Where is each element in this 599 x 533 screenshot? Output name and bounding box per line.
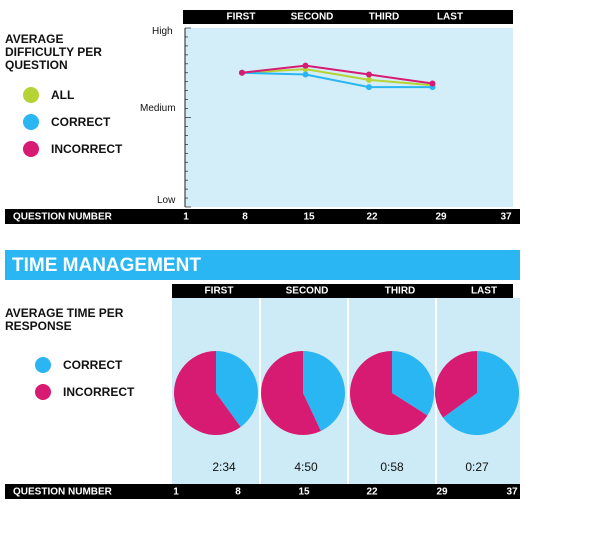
time-value-second: 4:50 — [294, 460, 318, 474]
time-legend-correct-dot — [35, 357, 51, 373]
time-quarter-first: FIRST — [204, 285, 234, 297]
difficulty-point-incorrect — [239, 69, 245, 76]
difficulty-title-line3: QUESTION — [5, 58, 68, 72]
pie-slice-last-correct — [443, 351, 520, 435]
difficulty-point-incorrect — [302, 62, 309, 69]
time-title: AVERAGE TIME PER RESPONSE — [5, 307, 123, 333]
time-tick-1: 1 — [173, 486, 179, 497]
pie-slice-second-correct — [303, 350, 346, 432]
time-legend-correct: CORRECT — [35, 357, 122, 373]
difficulty-quarter-header: FIRST SECOND THIRD LAST — [183, 10, 513, 24]
time-legend-incorrect-label: INCORRECT — [63, 385, 135, 399]
pie-slice-second-incorrect — [261, 351, 321, 435]
legend-incorrect-label: INCORRECT — [51, 142, 123, 156]
time-tick-22: 22 — [366, 486, 378, 497]
legend-all-label: ALL — [51, 88, 75, 102]
legend-all: ALL — [23, 87, 74, 103]
time-legend-incorrect: INCORRECT — [35, 384, 134, 400]
y-label-high: High — [152, 26, 173, 37]
time-quarter-third: THIRD — [384, 285, 416, 297]
legend-incorrect-dot — [23, 141, 39, 157]
legend-incorrect: INCORRECT — [23, 141, 122, 157]
quarter-third: THIRD — [368, 11, 400, 23]
pie-slice-third-correct — [392, 351, 434, 416]
time-management-title: TIME MANAGEMENT — [12, 255, 201, 276]
difficulty-tick-37: 37 — [500, 211, 512, 222]
difficulty-line-chart — [184, 27, 513, 208]
time-tick-8: 8 — [235, 486, 241, 497]
y-label-low: Low — [157, 195, 176, 206]
pie-slice-first-correct — [216, 351, 258, 427]
difficulty-plot-area — [185, 28, 513, 207]
quarter-first: FIRST — [226, 11, 256, 23]
difficulty-series-all — [241, 68, 433, 87]
difficulty-point-correct — [366, 84, 372, 91]
time-tick-15: 15 — [298, 486, 310, 497]
difficulty-title: AVERAGE DIFFICULTY PER QUESTION — [5, 33, 102, 72]
difficulty-series-incorrect — [241, 64, 433, 85]
difficulty-point-correct — [302, 71, 309, 78]
quarter-second: SECOND — [290, 11, 334, 23]
time-title-line1: AVERAGE TIME PER — [5, 306, 124, 320]
time-value-third: 0:58 — [380, 460, 404, 474]
difficulty-point-incorrect — [366, 71, 372, 78]
pie-slice-first-incorrect — [173, 351, 241, 436]
time-value-last: 0:27 — [465, 460, 489, 474]
y-label-medium: Medium — [140, 103, 176, 114]
time-axis-label: QUESTION NUMBER — [13, 486, 112, 497]
difficulty-series-correct — [241, 71, 433, 89]
difficulty-tick-29: 29 — [435, 211, 447, 222]
legend-correct-label: CORRECT — [51, 115, 111, 129]
difficulty-point-incorrect — [429, 80, 436, 87]
time-tick-29: 29 — [436, 486, 448, 497]
time-legend-incorrect-dot — [35, 384, 51, 400]
difficulty-title-line1: AVERAGE — [5, 32, 64, 46]
quarter-last: LAST — [436, 11, 464, 23]
pie-slice-last-incorrect — [435, 351, 477, 418]
legend-correct: CORRECT — [23, 114, 110, 130]
time-quarter-second: SECOND — [285, 285, 329, 297]
time-tick-37: 37 — [506, 486, 518, 497]
difficulty-title-line2: DIFFICULTY PER — [5, 45, 102, 59]
time-axis-bar: QUESTION NUMBER 1 8 15 22 29 37 — [5, 484, 520, 499]
time-legend-correct-label: CORRECT — [63, 358, 123, 372]
difficulty-axis-label: QUESTION NUMBER — [13, 211, 112, 222]
difficulty-tick-8: 8 — [242, 211, 248, 222]
difficulty-tick-22: 22 — [366, 211, 378, 222]
time-value-first: 2:34 — [212, 460, 236, 474]
difficulty-point-all — [366, 76, 372, 83]
legend-correct-dot — [23, 114, 39, 130]
time-quarter-header: FIRST SECOND THIRD LAST — [172, 284, 513, 298]
difficulty-tick-15: 15 — [303, 211, 315, 222]
pie-slice-third-incorrect — [349, 351, 428, 436]
time-management-banner: TIME MANAGEMENT — [5, 250, 520, 280]
time-title-line2: RESPONSE — [5, 319, 72, 333]
legend-all-dot — [23, 87, 39, 103]
time-quarter-last: LAST — [470, 285, 498, 297]
difficulty-tick-1: 1 — [183, 211, 189, 222]
difficulty-axis-bar: QUESTION NUMBER 1 8 15 22 29 37 — [5, 209, 520, 224]
